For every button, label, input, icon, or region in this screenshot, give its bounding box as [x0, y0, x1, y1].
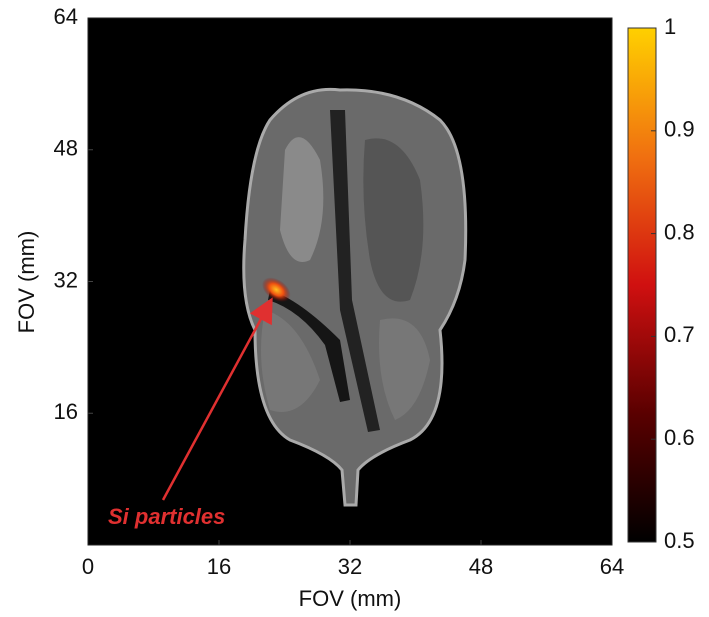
- y-tick-label: 16: [54, 399, 78, 424]
- colorbar-tick-label: 0.5: [664, 528, 695, 553]
- colorbar-tick-label: 1: [664, 14, 676, 39]
- x-tick-label: 16: [207, 554, 231, 579]
- x-tick-label: 64: [600, 554, 624, 579]
- annotation-text: Si particles: [108, 504, 225, 529]
- specimen: [242, 87, 468, 507]
- axes-frame: [87, 17, 613, 546]
- colorbar-tick-label: 0.7: [664, 322, 695, 347]
- y-tick-label: 48: [54, 136, 78, 161]
- hotspot: [262, 277, 291, 303]
- y-tick-label: 32: [54, 267, 78, 292]
- x-tick-label: 32: [338, 554, 362, 579]
- x-tick-label: 0: [82, 554, 94, 579]
- colorbar-tick-label: 0.9: [664, 117, 695, 142]
- colorbar-tick-label: 0.8: [664, 219, 695, 244]
- annotation-arrow: [161, 297, 273, 501]
- y-tick-label: 64: [54, 4, 78, 29]
- x-tick-label: 48: [469, 554, 493, 579]
- y-axis-label: FOV (mm): [14, 231, 39, 334]
- x-axis-label: FOV (mm): [299, 586, 402, 611]
- colorbar-tick-label: 0.6: [664, 425, 695, 450]
- colorbar: [627, 27, 657, 543]
